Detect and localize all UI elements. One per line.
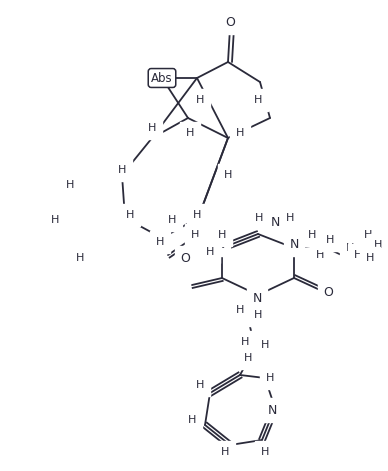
Text: H: H	[203, 243, 211, 253]
Text: H: H	[76, 253, 84, 263]
Text: H: H	[156, 237, 164, 247]
Text: N: N	[215, 237, 225, 251]
Text: H: H	[254, 310, 262, 320]
Text: H: H	[66, 180, 74, 190]
Text: H: H	[218, 230, 226, 240]
Text: H: H	[326, 235, 334, 245]
Text: H: H	[118, 165, 126, 175]
Text: H: H	[364, 230, 372, 240]
Text: N: N	[289, 237, 299, 251]
Text: Abs: Abs	[151, 72, 173, 84]
Text: H: H	[346, 243, 354, 253]
Text: H: H	[244, 353, 252, 363]
Text: H: H	[51, 215, 59, 225]
Text: H: H	[196, 95, 204, 105]
Text: H: H	[374, 240, 382, 250]
Text: O: O	[180, 252, 190, 265]
Text: H: H	[168, 215, 176, 225]
Text: H: H	[126, 210, 134, 220]
Text: H: H	[241, 337, 249, 347]
Text: H: H	[196, 380, 204, 390]
Text: H: H	[236, 128, 244, 138]
Text: H: H	[254, 95, 262, 105]
Text: H: H	[354, 250, 362, 260]
Text: H: H	[261, 447, 269, 457]
Text: H: H	[261, 340, 269, 350]
Text: N: N	[267, 404, 277, 416]
Text: H: H	[236, 305, 244, 315]
Text: H: H	[188, 415, 196, 425]
Text: H: H	[193, 210, 201, 220]
Text: H: H	[255, 213, 263, 223]
Text: H: H	[308, 230, 316, 240]
Text: H: H	[221, 447, 229, 457]
Text: H: H	[316, 250, 324, 260]
Text: O: O	[323, 286, 333, 300]
Text: N: N	[252, 292, 262, 304]
Text: H: H	[366, 253, 374, 263]
Text: H: H	[148, 123, 156, 133]
Text: H: H	[266, 373, 274, 383]
Text: H: H	[206, 247, 214, 257]
Text: H: H	[224, 170, 232, 180]
Text: H: H	[286, 213, 294, 223]
Text: H: H	[191, 230, 199, 240]
Text: O: O	[225, 16, 235, 29]
Text: H: H	[186, 128, 194, 138]
Text: N: N	[270, 216, 280, 228]
